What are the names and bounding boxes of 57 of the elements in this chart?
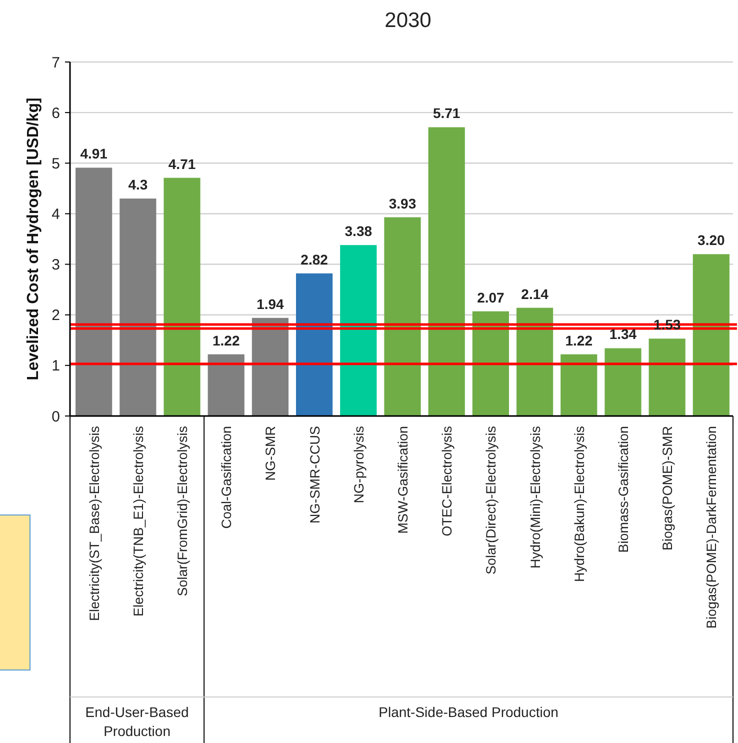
y-tick-label: 2 [52,307,60,324]
data-label: 1.22 [212,332,240,348]
bar [76,168,112,416]
data-label: 2.82 [300,251,328,268]
x-tick-label: Hydro(Bakun)-Electrolysis [572,426,587,582]
bar [164,178,200,416]
x-tick-label: NG-pyrolysis [351,426,366,504]
y-tick-label: 3 [52,256,60,274]
x-tick-label: Biogas(POME)-DarkFermentation [704,426,720,629]
x-tick-label: Solar(FromGrid)-Electrolysis [175,426,190,596]
y-tick-label: 0 [52,408,60,426]
y-tick-label: 1 [52,358,60,375]
chart-title: 2030 [384,9,432,32]
data-label: 4.71 [168,156,196,172]
data-label: 2.14 [521,286,549,302]
data-label: 4.3 [128,176,148,193]
data-label: 1.94 [256,296,284,312]
x-tick-label: NG-SMR-CCUS [307,426,322,524]
bar [428,127,465,416]
bar [296,273,333,416]
bar [472,311,509,416]
data-label: 2.07 [477,289,505,306]
bar [692,254,730,416]
bar [516,308,554,416]
text: End-User-Based Production [85,704,189,739]
x-tick-label: Biomass-Gasification [616,426,631,553]
data-label: 1.53 [653,316,681,333]
data-label: 1.34 [609,326,637,342]
bar [208,354,244,416]
data-label: 1.22 [565,332,593,348]
x-tick-label: Hydro(Mini)-Electrolysis [528,426,543,569]
data-label: 3.20 [698,232,726,248]
y-tick-label: 4 [52,206,60,223]
bar [648,338,686,416]
x-tick-label: Solar(Direct)-Electrolysis [484,426,499,575]
bar [340,245,377,416]
y-tick-label: 7 [52,54,60,72]
bar [120,198,156,416]
bar [252,318,289,416]
data-label: 4.91 [80,146,108,162]
x-tick-label: OTEC-Electrolysis [440,426,455,536]
bar [560,354,598,416]
y-tick-label: 5 [52,155,60,172]
bar [384,217,421,416]
x-tick-label: Electricity(ST_Base)-Electrolysis [86,426,102,622]
x-tick-label: NG-SMR [263,426,278,481]
data-label: 3.93 [388,195,416,212]
x-tick-label: Electricity(TNB_E1)-Electrolysis [130,426,146,617]
data-label: 3.38 [344,223,372,240]
x-tick-label: Coal-Gasification [219,426,234,529]
y-tick-label: 6 [52,104,60,122]
x-tick-label: MSW-Gasification [396,426,410,534]
x-tick-label: Biogas(POME)-SMR [660,426,676,551]
data-label: 5.71 [432,105,460,122]
bar [604,348,642,416]
text: Plant-Side-Based Production [378,704,558,720]
y-axis-title: Levelized Cost of Hydrogen [USD/kg] [25,98,42,380]
